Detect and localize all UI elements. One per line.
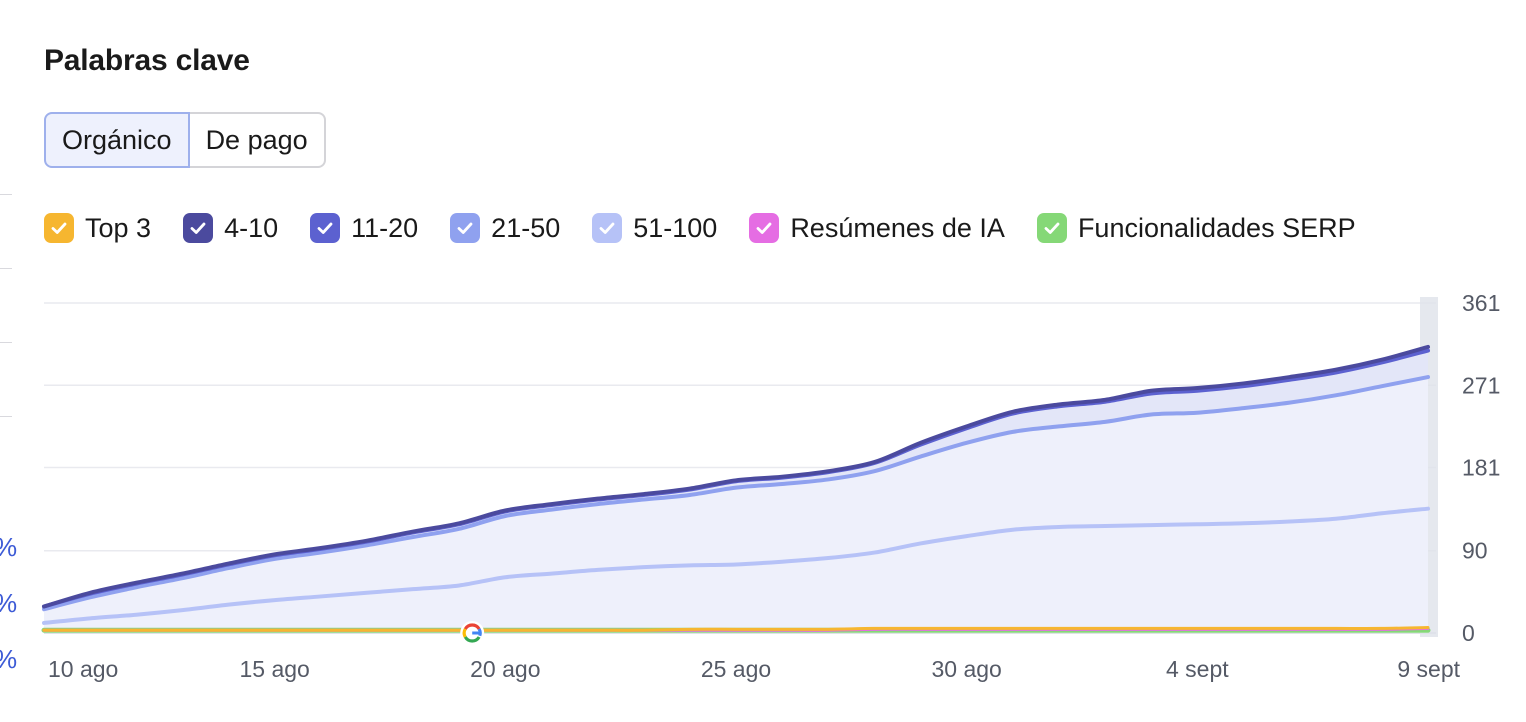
x-tick-label: 20 ago <box>470 656 540 682</box>
google-update-icon[interactable] <box>460 621 485 645</box>
checkbox-icon <box>44 213 74 243</box>
series-line-21-50 <box>42 375 1430 612</box>
series-line-4-10 <box>42 344 1430 609</box>
y-tick-label: 361 <box>1462 290 1500 316</box>
y-tick-label: 0 <box>1462 620 1475 646</box>
legend-item-ai-overviews[interactable]: Resúmenes de IA <box>749 213 1005 244</box>
series-line-51-100 <box>42 506 1430 625</box>
legend-item-serp-features[interactable]: Funcionalidades SERP <box>1036 212 1356 244</box>
legend-item-top-3[interactable]: Top 3 <box>44 213 151 244</box>
y-tick-label: 90 <box>1462 538 1488 564</box>
area-fill-upper <box>44 346 1428 610</box>
x-tick-label: 30 ago <box>931 656 1001 682</box>
percent-glyph: % <box>0 532 17 563</box>
x-tick-label: 9 sept <box>1397 656 1460 682</box>
checkbox-icon <box>310 213 341 243</box>
percent-glyph: % <box>0 644 17 675</box>
left-panel-edge: % % % <box>0 0 17 722</box>
checkbox-icon <box>749 213 780 243</box>
legend-label: 51-100 <box>633 212 718 243</box>
tab-paid[interactable]: De pago <box>189 112 326 168</box>
traffic-type-toggle: Orgánico De pago <box>44 112 326 168</box>
page-title: Palabras clave <box>44 44 250 77</box>
checkbox-icon <box>1036 213 1067 243</box>
tab-organic[interactable]: Orgánico <box>44 112 190 168</box>
legend-label: Top 3 <box>85 212 152 243</box>
checkbox-icon <box>592 213 623 243</box>
legend-label: 21-50 <box>491 212 561 243</box>
divider <box>0 268 12 269</box>
chart-legend: Top 3 4-10 11-20 21-50 51-100 Resúmenes … <box>44 206 1388 250</box>
series-line-top-3 <box>42 626 1430 632</box>
divider <box>0 416 12 417</box>
legend-item-11-20[interactable]: 11-20 <box>310 213 418 244</box>
legend-label: 11-20 <box>351 212 419 243</box>
legend-label: Resúmenes de IA <box>790 212 1005 243</box>
percent-glyph: % <box>0 588 17 619</box>
x-tick-label: 25 ago <box>701 656 771 682</box>
divider <box>0 342 12 343</box>
legend-item-21-50[interactable]: 21-50 <box>450 213 560 244</box>
legend-item-4-10[interactable]: 4-10 <box>183 213 278 244</box>
checkbox-icon <box>450 213 481 243</box>
legend-item-51-100[interactable]: 51-100 <box>592 213 717 244</box>
x-tick-label: 15 ago <box>239 656 309 682</box>
legend-label: 4-10 <box>224 212 279 243</box>
checkbox-icon <box>183 213 214 243</box>
y-tick-label: 271 <box>1462 372 1500 398</box>
divider <box>0 194 12 195</box>
y-tick-label: 181 <box>1462 455 1500 481</box>
keywords-area-chart[interactable]: 0 90 181 271 361 10 ago 15 ago 20 ago 25 ago 30 a… <box>0 270 1526 710</box>
legend-label: Funcionalidades SERP <box>1077 212 1356 243</box>
x-tick-label: 4 sept <box>1166 656 1229 682</box>
x-tick-label: 10 ago <box>48 656 118 682</box>
